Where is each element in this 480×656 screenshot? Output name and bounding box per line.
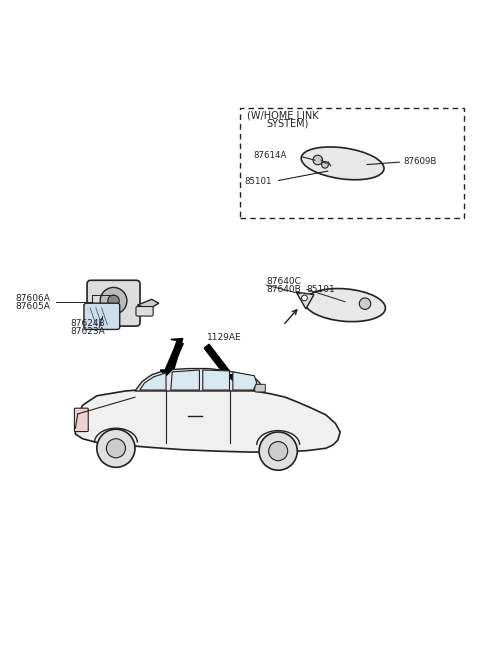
Text: 87614A: 87614A <box>253 151 286 160</box>
Text: 87640C: 87640C <box>266 277 301 286</box>
Text: 85101: 85101 <box>245 176 272 186</box>
Text: 85101: 85101 <box>307 285 336 294</box>
Circle shape <box>322 161 328 168</box>
Circle shape <box>107 439 125 458</box>
Polygon shape <box>163 341 183 377</box>
Text: 87624B: 87624B <box>71 319 105 328</box>
Polygon shape <box>204 344 235 382</box>
Circle shape <box>97 429 135 467</box>
Polygon shape <box>137 299 159 309</box>
Circle shape <box>269 441 288 461</box>
Polygon shape <box>233 372 257 390</box>
Text: 87609B: 87609B <box>404 157 437 167</box>
Polygon shape <box>75 378 340 452</box>
Circle shape <box>108 295 119 306</box>
Text: 1129AE: 1129AE <box>206 333 241 342</box>
Ellipse shape <box>304 289 385 321</box>
Circle shape <box>259 432 297 470</box>
Polygon shape <box>140 373 166 390</box>
Text: 87623A: 87623A <box>71 327 105 336</box>
Text: SYSTEM): SYSTEM) <box>266 119 309 129</box>
FancyBboxPatch shape <box>87 280 140 326</box>
Circle shape <box>360 298 371 310</box>
Circle shape <box>186 371 194 378</box>
FancyBboxPatch shape <box>84 303 120 329</box>
FancyBboxPatch shape <box>255 384 265 392</box>
Polygon shape <box>171 370 199 390</box>
Polygon shape <box>227 375 239 380</box>
Polygon shape <box>135 369 262 391</box>
Polygon shape <box>168 338 183 372</box>
Circle shape <box>100 287 127 314</box>
Ellipse shape <box>301 147 384 180</box>
Polygon shape <box>203 370 229 390</box>
Text: (W/HOME LINK: (W/HOME LINK <box>247 111 319 121</box>
Text: 87606A: 87606A <box>16 295 50 303</box>
Text: 87640B: 87640B <box>266 285 301 294</box>
Circle shape <box>301 295 307 301</box>
FancyBboxPatch shape <box>136 306 153 316</box>
Polygon shape <box>296 292 314 309</box>
Circle shape <box>313 155 323 165</box>
Text: 87605A: 87605A <box>16 302 50 311</box>
FancyBboxPatch shape <box>74 408 88 432</box>
Polygon shape <box>160 370 172 376</box>
